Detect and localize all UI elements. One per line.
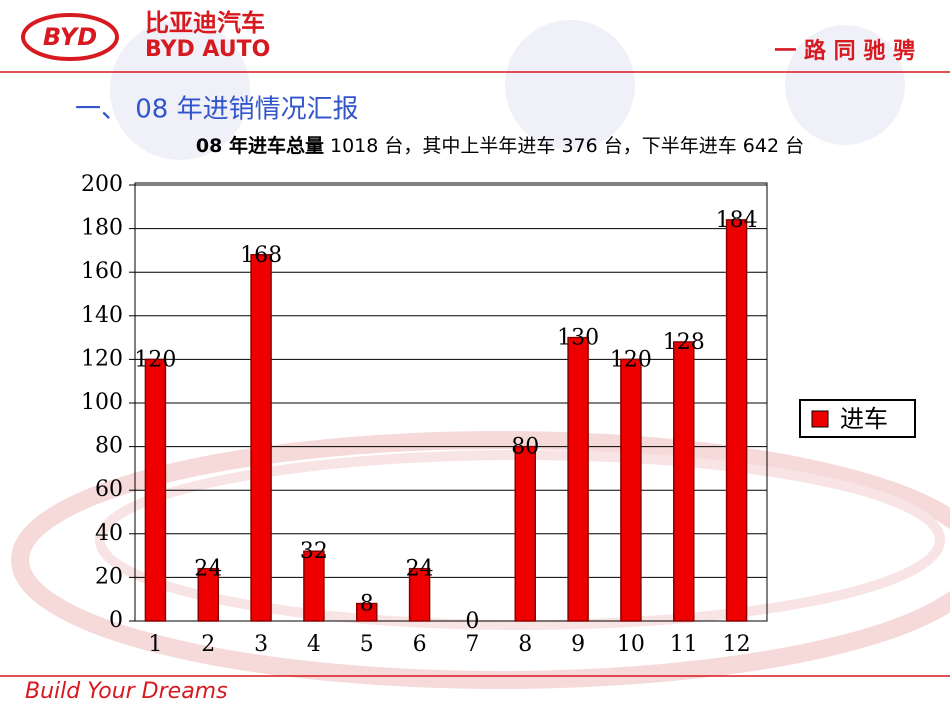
brand-en: BYD AUTO bbox=[145, 37, 270, 62]
bar bbox=[567, 336, 589, 622]
bar bbox=[725, 219, 748, 622]
data-label: 184 bbox=[716, 208, 758, 233]
legend-label: 进车 bbox=[840, 405, 888, 433]
bar bbox=[144, 358, 167, 622]
x-tick-label: 7 bbox=[465, 632, 479, 657]
bar bbox=[514, 445, 536, 622]
y-tick-label: 100 bbox=[81, 390, 123, 415]
y-tick-label: 20 bbox=[95, 564, 123, 589]
x-tick-label: 4 bbox=[307, 632, 321, 657]
bar bbox=[250, 254, 272, 622]
x-tick-label: 9 bbox=[571, 632, 585, 657]
x-tick-label: 10 bbox=[617, 632, 645, 657]
x-tick-label: 11 bbox=[670, 632, 698, 657]
x-tick-label: 8 bbox=[518, 632, 532, 657]
subtitle-bold: 08 年进车总量 bbox=[196, 134, 324, 157]
brand-cn: 比亚迪汽车 bbox=[145, 9, 265, 37]
data-label: 0 bbox=[465, 609, 479, 634]
bar bbox=[303, 550, 325, 622]
logo-oval bbox=[21, 13, 119, 61]
y-tick-label: 40 bbox=[95, 521, 123, 546]
data-label: 130 bbox=[557, 326, 599, 351]
bar bbox=[408, 567, 431, 622]
data-label: 120 bbox=[610, 347, 652, 372]
bar bbox=[673, 341, 695, 622]
bar bbox=[356, 602, 378, 622]
data-label: 32 bbox=[300, 539, 328, 564]
y-tick-label: 60 bbox=[95, 477, 123, 502]
data-label: 24 bbox=[406, 557, 434, 582]
logo: BYD bbox=[43, 23, 97, 51]
y-tick-label: 120 bbox=[81, 346, 123, 371]
subtitle: 08 年进车总量 1018 台，其中上半年进车 376 台，下半年进车 642 … bbox=[196, 134, 804, 157]
plot-frame bbox=[134, 182, 768, 622]
y-tick-label: 140 bbox=[81, 303, 123, 328]
bar bbox=[197, 567, 219, 622]
x-tick-label: 2 bbox=[201, 632, 215, 657]
background-decoration bbox=[11, 20, 950, 689]
data-label: 24 bbox=[194, 557, 222, 582]
data-label: 120 bbox=[134, 347, 176, 372]
y-tick-label: 80 bbox=[95, 434, 123, 459]
x-tick-label: 3 bbox=[254, 632, 268, 657]
x-tick-label: 5 bbox=[360, 632, 374, 657]
data-label: 128 bbox=[663, 330, 705, 355]
y-tick-label: 180 bbox=[81, 216, 123, 241]
data-label: 8 bbox=[360, 592, 374, 617]
y-tick-label: 200 bbox=[81, 172, 123, 197]
y-tick-label: 160 bbox=[81, 259, 123, 284]
x-tick-label: 12 bbox=[723, 632, 751, 657]
data-label: 168 bbox=[240, 243, 282, 268]
slogan: 一 路 同 驰 骋 bbox=[774, 38, 915, 64]
x-tick-label: 1 bbox=[148, 632, 162, 657]
legend-swatch bbox=[811, 410, 829, 428]
footer: Build Your Dreams bbox=[25, 679, 228, 704]
subtitle-text: 1018 台，其中上半年进车 376 台，下半年进车 642 台 bbox=[324, 135, 804, 157]
x-tick-label: 6 bbox=[413, 632, 427, 657]
bar bbox=[620, 358, 642, 622]
y-tick-label: 0 bbox=[109, 608, 123, 633]
heading: 一、 08 年进销情况汇报 bbox=[75, 95, 359, 125]
data-label: 80 bbox=[511, 435, 539, 460]
